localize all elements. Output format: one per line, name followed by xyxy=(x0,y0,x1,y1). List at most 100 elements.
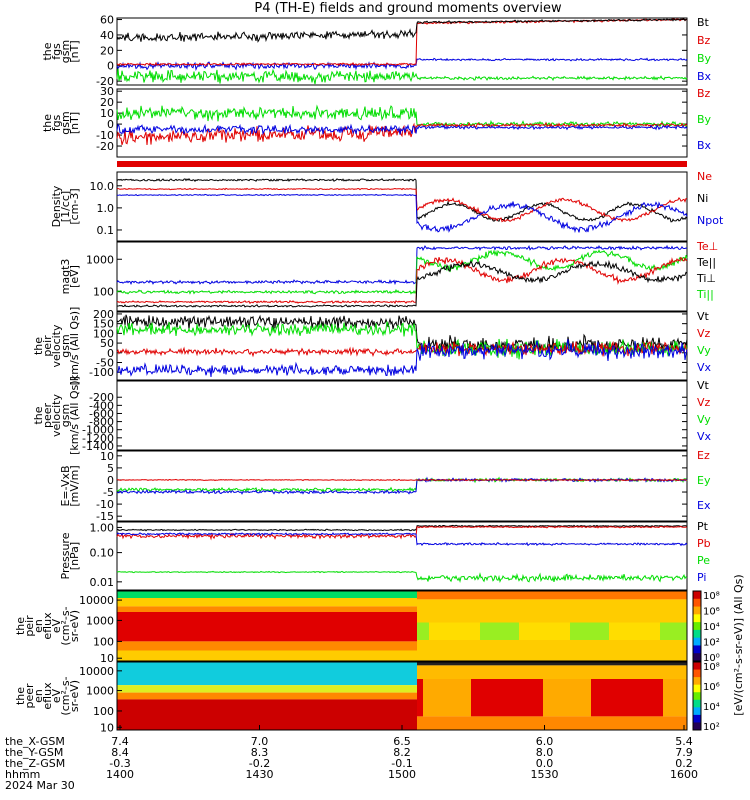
axis-row-label: the_Z-GSM xyxy=(5,757,65,770)
spectrogram-cell xyxy=(597,591,600,600)
spectrogram-cell xyxy=(222,598,225,607)
spectrogram-cell xyxy=(639,640,642,661)
spectrogram-cell xyxy=(522,716,525,730)
spectrogram-cell xyxy=(306,699,309,730)
spectrogram-cell xyxy=(612,640,615,661)
spectrogram-cell xyxy=(180,612,183,642)
legend-entry: Vx xyxy=(697,430,712,443)
spectrogram-cell xyxy=(183,612,186,642)
spectrogram-cell xyxy=(630,622,633,640)
spectrogram-cell xyxy=(498,622,501,640)
spectrogram-cell xyxy=(117,598,120,607)
spectrogram-cell xyxy=(357,662,360,686)
spectrogram-cell xyxy=(417,599,420,623)
spectrogram-cell xyxy=(663,640,666,661)
spectrogram-cell xyxy=(438,622,441,640)
spectrogram-cell xyxy=(201,612,204,642)
spectrogram-cell xyxy=(126,598,129,607)
spectrogram-cell xyxy=(609,665,612,679)
spectrogram-cell xyxy=(354,606,357,612)
legend-entry: Te|| xyxy=(696,256,716,269)
spectrogram-cell xyxy=(390,662,393,686)
spectrogram-cell xyxy=(222,692,225,700)
spectrogram-cell xyxy=(228,612,231,642)
spectrogram-cell xyxy=(393,662,396,686)
spectrogram-cell xyxy=(567,662,570,666)
spectrogram-cell xyxy=(369,699,372,730)
spectrogram-cell xyxy=(186,591,189,598)
spectrogram-cell xyxy=(219,606,222,612)
spectrogram-cell xyxy=(552,599,555,623)
spectrogram-cell xyxy=(294,591,297,598)
spectrogram-cell xyxy=(633,662,636,666)
spectrogram-cell xyxy=(345,662,348,686)
spectrogram-cell xyxy=(507,665,510,679)
spectrogram-cell xyxy=(417,640,420,661)
spectrogram-cell xyxy=(606,716,609,730)
y-axis-label: velocity xyxy=(50,324,63,367)
spectrogram-cell xyxy=(135,591,138,598)
spectrogram-cell xyxy=(372,662,375,686)
spectrogram-cell xyxy=(363,685,366,693)
spectrogram-cell xyxy=(657,640,660,661)
spectrogram-cell xyxy=(285,598,288,607)
spectrogram-cell xyxy=(162,591,165,598)
spectrogram-cell xyxy=(663,591,666,600)
axis-row-value: 1600 xyxy=(670,768,698,781)
spectrogram-cell xyxy=(642,716,645,730)
spectrogram-cell xyxy=(516,599,519,623)
spectrogram-cell xyxy=(285,591,288,598)
spectrogram-cell xyxy=(639,716,642,730)
spectrogram-cell xyxy=(555,599,558,623)
series-line xyxy=(116,524,688,532)
spectrogram-cell xyxy=(138,650,141,661)
y-tick-label: 10 xyxy=(100,450,114,463)
spectrogram-cell xyxy=(600,665,603,679)
spectrogram-cell xyxy=(147,685,150,693)
spectrogram-cell xyxy=(471,591,474,600)
spectrogram-cell xyxy=(630,662,633,666)
axis-row-value: 8.0 xyxy=(536,746,554,759)
spectrogram-cell xyxy=(660,591,663,600)
spectrogram-cell xyxy=(600,716,603,730)
spectrogram-cell xyxy=(363,591,366,598)
spectrogram-cell xyxy=(504,716,507,730)
colorbar-segment xyxy=(693,722,701,731)
spectrogram-cell xyxy=(504,665,507,679)
spectrogram-cell xyxy=(471,662,474,666)
colorbar-frame xyxy=(692,590,702,662)
spectrogram-cell xyxy=(633,591,636,600)
spectrogram-cell xyxy=(510,716,513,730)
spectrogram-cell xyxy=(174,650,177,661)
spectrogram-cell xyxy=(126,699,129,730)
spectrogram-cell xyxy=(510,679,513,717)
spectrogram-cell xyxy=(318,612,321,642)
spectrogram-cell xyxy=(447,622,450,640)
axis-row-value: 1400 xyxy=(106,768,134,781)
spectrogram-cell xyxy=(648,622,651,640)
spectrogram-cell xyxy=(384,612,387,642)
spectrogram-cell xyxy=(618,622,621,640)
spectrogram-cell xyxy=(489,622,492,640)
spectrogram-cell xyxy=(456,716,459,730)
spectrogram-cell xyxy=(378,591,381,598)
spectrogram-cell xyxy=(456,665,459,679)
spectrogram-cell xyxy=(336,606,339,612)
spectrogram-cell xyxy=(507,716,510,730)
y-tick-label: 1.0 xyxy=(97,202,115,215)
spectrogram-cell xyxy=(609,662,612,666)
spectrogram-cell xyxy=(231,591,234,598)
series-line xyxy=(116,177,688,223)
spectrogram-cell xyxy=(678,716,681,730)
spectrogram-cell xyxy=(225,685,228,693)
spectrogram-cell xyxy=(138,699,141,730)
spectrogram-cell xyxy=(684,665,687,679)
spectrogram-cell xyxy=(579,640,582,661)
spectrogram-cell xyxy=(669,662,672,666)
spectrogram-cell xyxy=(549,622,552,640)
spectrogram-cell xyxy=(405,692,408,700)
spectrogram-cell xyxy=(327,606,330,612)
spectrogram-cell xyxy=(390,606,393,612)
spectrogram-cell xyxy=(201,606,204,612)
spectrogram-cell xyxy=(345,641,348,651)
